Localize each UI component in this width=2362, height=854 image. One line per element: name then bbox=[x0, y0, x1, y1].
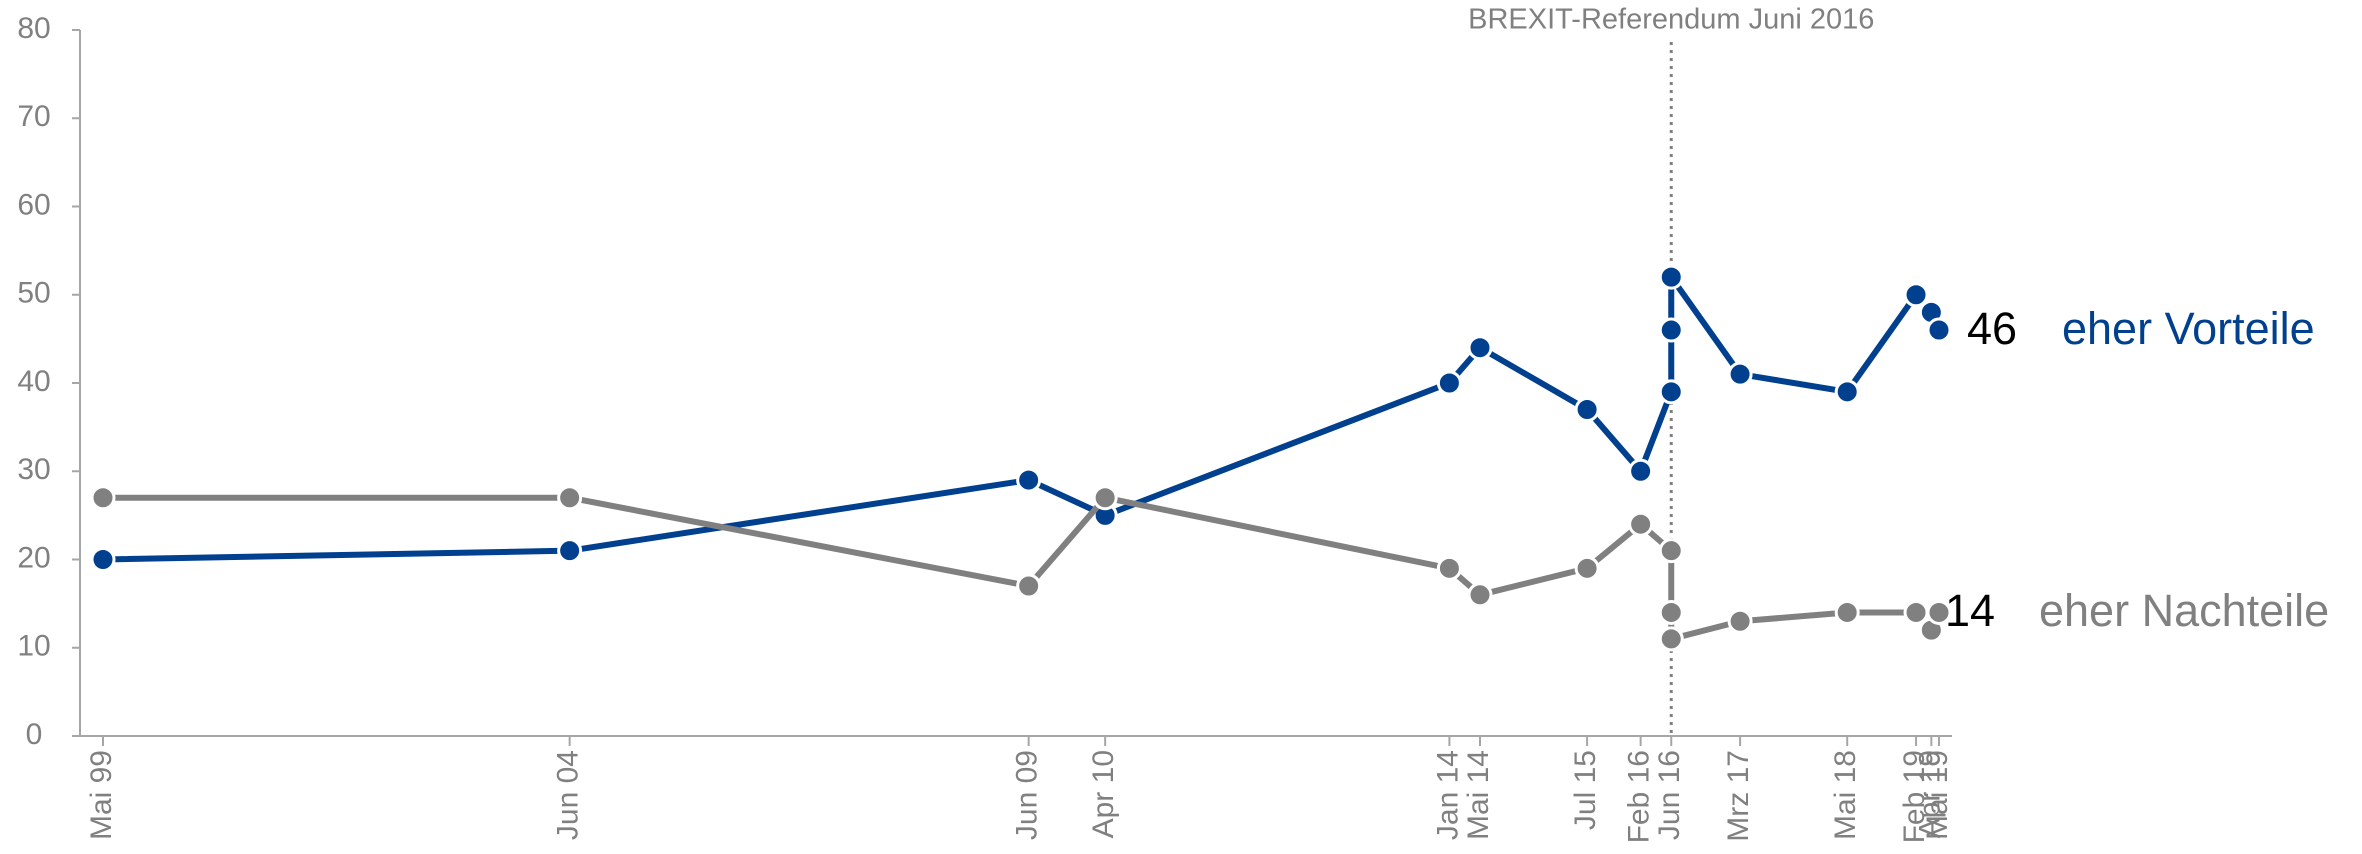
point bbox=[1092, 485, 1118, 511]
legend-label: eher Vorteile bbox=[2062, 303, 2315, 354]
y-tick-label: 80 bbox=[17, 12, 50, 45]
point bbox=[1467, 582, 1493, 608]
series-line bbox=[103, 494, 1942, 642]
point bbox=[557, 538, 583, 564]
y-tick-label: 0 bbox=[26, 718, 43, 751]
point bbox=[1658, 538, 1684, 564]
point bbox=[1436, 370, 1462, 396]
point bbox=[1834, 599, 1860, 625]
y-tick-label: 70 bbox=[17, 100, 50, 133]
x-tick-label: Jun 09 bbox=[1011, 750, 1044, 840]
legend-label: eher Nachteile bbox=[2039, 585, 2329, 636]
series-line bbox=[102, 274, 1942, 563]
point bbox=[1436, 555, 1462, 581]
point bbox=[1727, 608, 1753, 634]
point bbox=[1658, 264, 1684, 290]
x-tick-label: Apr 19 bbox=[1913, 750, 1946, 838]
point bbox=[1658, 626, 1684, 652]
x-tick-label: Apr 10 bbox=[1087, 750, 1120, 838]
x-tick-label: Mai 18 bbox=[1829, 750, 1862, 840]
x-tick-label: Mai 19 bbox=[1921, 750, 1954, 840]
x-tick-label: Mrz 17 bbox=[1722, 750, 1755, 842]
point bbox=[1467, 335, 1493, 361]
point bbox=[1926, 317, 1952, 343]
point bbox=[1658, 599, 1684, 625]
x-tick-label: Jan 14 bbox=[1431, 750, 1464, 840]
point bbox=[1658, 317, 1684, 343]
point bbox=[1628, 458, 1654, 484]
point bbox=[1903, 282, 1929, 308]
x-tick-label: Feb 19 bbox=[1898, 750, 1931, 843]
point bbox=[557, 485, 583, 511]
point bbox=[1574, 396, 1600, 422]
point bbox=[1834, 379, 1860, 405]
point bbox=[1016, 467, 1042, 493]
x-tick-label: Jun 04 bbox=[552, 750, 585, 840]
x-tick-label: Mai 14 bbox=[1462, 750, 1495, 840]
point bbox=[90, 547, 116, 572]
point bbox=[1926, 599, 1952, 625]
value-label: 14 bbox=[1945, 585, 1995, 636]
y-tick-label: 20 bbox=[17, 541, 50, 574]
point bbox=[1574, 555, 1600, 581]
point bbox=[1628, 511, 1654, 537]
x-tick-label: Jul 15 bbox=[1569, 750, 1602, 830]
point bbox=[1016, 573, 1042, 599]
point bbox=[1903, 599, 1929, 625]
point bbox=[90, 485, 116, 511]
point bbox=[1727, 361, 1753, 387]
y-tick-label: 30 bbox=[17, 453, 50, 486]
value-label: 46 bbox=[1967, 303, 2017, 354]
x-tick-label: Feb 16 bbox=[1623, 750, 1656, 843]
x-tick-label: Jun 16 bbox=[1653, 750, 1686, 840]
annotation: BREXIT-Referendum Juni 2016 bbox=[1468, 4, 1874, 36]
point bbox=[1658, 379, 1684, 405]
y-tick-label: 10 bbox=[17, 630, 50, 663]
y-tick-label: 50 bbox=[17, 277, 50, 310]
y-tick-label: 40 bbox=[17, 365, 50, 398]
y-tick-label: 60 bbox=[17, 188, 50, 221]
x-tick-label: Mai 99 bbox=[85, 750, 118, 840]
